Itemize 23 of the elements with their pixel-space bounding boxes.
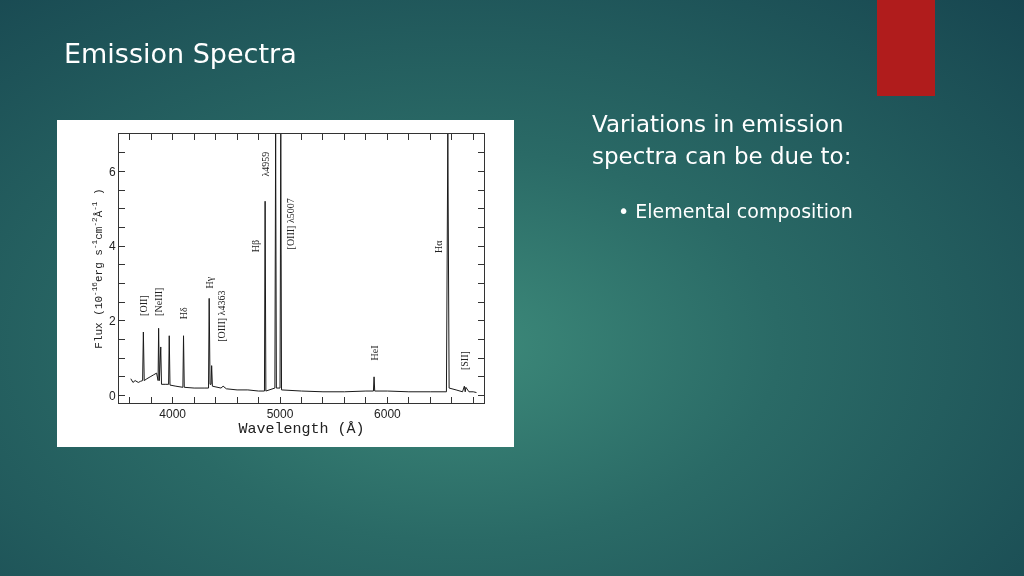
- x-tick-label: 5000: [266, 407, 294, 422]
- y-tick-label: 6: [108, 164, 116, 179]
- x-tick-label: 4000: [159, 407, 187, 422]
- annotation: Hδ: [177, 307, 189, 320]
- y-tick-label: 0: [108, 388, 116, 403]
- chart-title: Emission Spectra: [64, 38, 297, 69]
- annotation: [NeIII]: [153, 287, 165, 316]
- y-tick-label: 2: [108, 314, 116, 329]
- y-tick-label: 4: [108, 239, 116, 254]
- annotation: [OIII] λ4363: [215, 290, 227, 342]
- annotation: Hα: [432, 239, 444, 253]
- annotation: Hγ: [203, 276, 215, 289]
- annotation: [OIII] λ5007: [285, 198, 297, 250]
- annotation: [OII]: [137, 295, 149, 316]
- text: Variations in emission spectra can be due to:: [592, 110, 853, 171]
- annotation: Hβ: [250, 239, 262, 253]
- annotation: HeI: [368, 345, 380, 361]
- line-series: [130, 134, 477, 394]
- text: • Elemental composition: [618, 200, 853, 222]
- annotation: λ4959: [259, 151, 271, 177]
- x-axis-title: Wavelength (Å): [238, 421, 365, 439]
- annotation: [SII]: [458, 351, 470, 371]
- x-tick-label: 6000: [374, 407, 402, 422]
